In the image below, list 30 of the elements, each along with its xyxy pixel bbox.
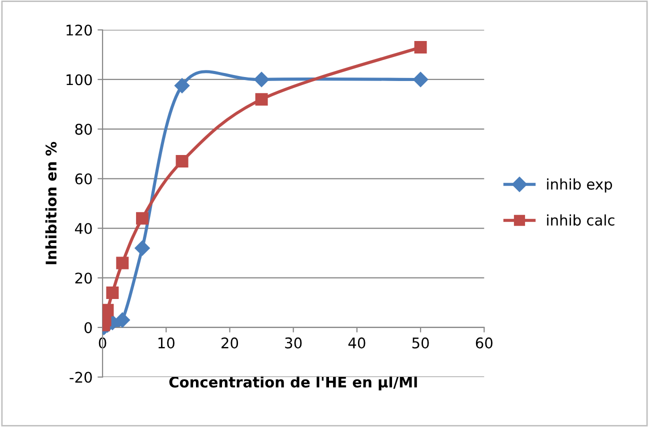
x-tick-label: 20 [222, 337, 238, 348]
legend-label: inhib exp [547, 178, 612, 193]
point [412, 72, 428, 88]
y-tick-label: 120 [66, 24, 92, 36]
y-tick-label: 40 [74, 222, 92, 234]
point [116, 256, 129, 270]
point [174, 78, 190, 94]
x-tick-label: 50 [412, 337, 429, 348]
point [136, 212, 149, 225]
y-tick-label: 60 [75, 173, 92, 184]
point [134, 240, 150, 256]
point [114, 312, 130, 328]
point [414, 40, 427, 54]
point [106, 286, 119, 299]
y-axis-title: Inhibition en % [45, 142, 57, 264]
y-tick-label: 100 [66, 74, 92, 86]
x-tick-label: 30 [285, 337, 302, 348]
point [102, 304, 114, 316]
point [176, 155, 188, 168]
x-tick-label: 60 [476, 337, 492, 348]
point [254, 72, 270, 88]
x-tick-label: 40 [348, 337, 366, 348]
point [255, 93, 268, 106]
x-axis-title: Concentration de l'HE en µl/Ml [169, 376, 417, 390]
y-tick-label: 0 [84, 322, 92, 334]
legend-label: inhib calc [547, 214, 614, 226]
y-tick-label: -20 [70, 372, 92, 383]
y-tick-label: 80 [75, 124, 92, 135]
y-tick-label: 20 [75, 272, 92, 284]
x-tick-label: 10 [158, 337, 174, 348]
